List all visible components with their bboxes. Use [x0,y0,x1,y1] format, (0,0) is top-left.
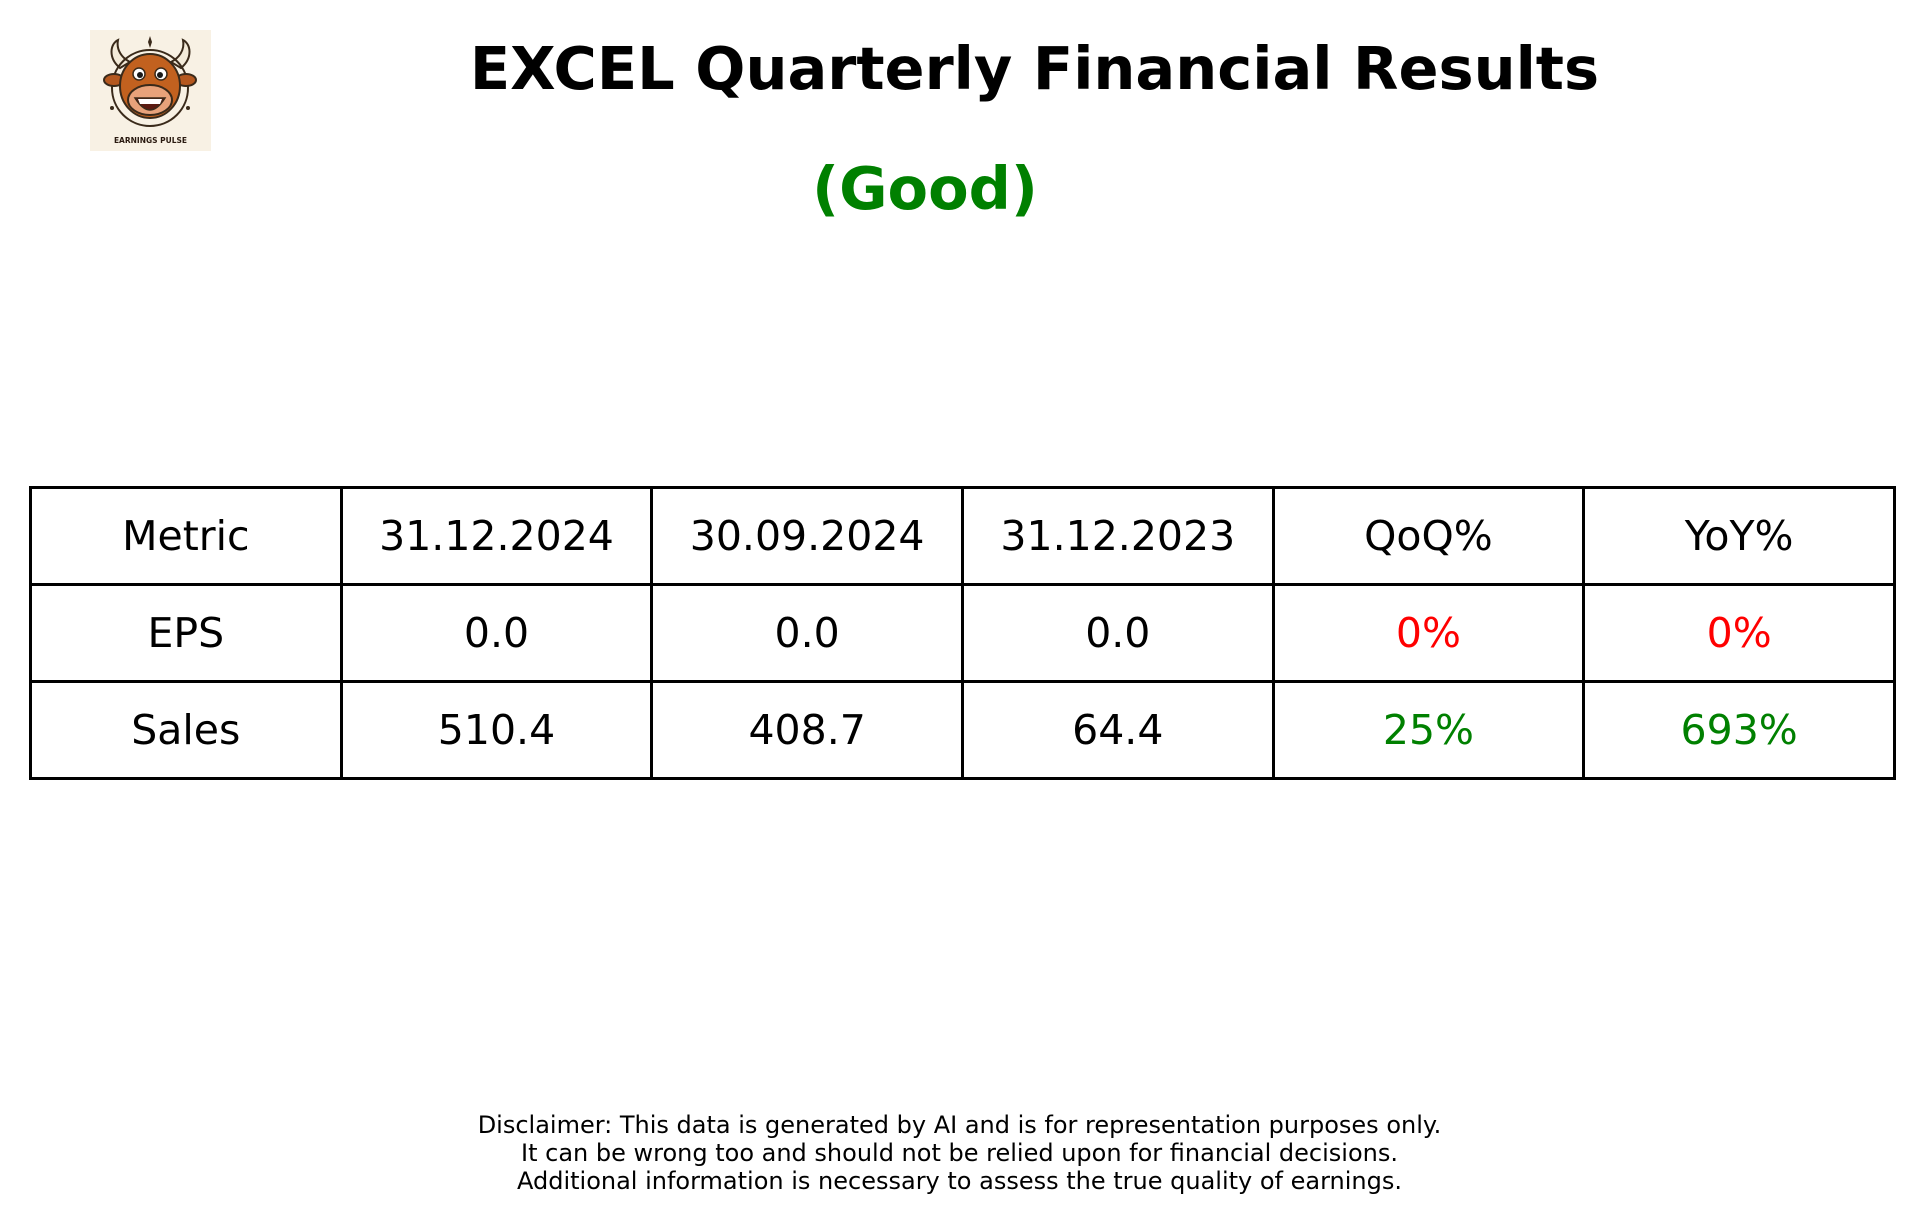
qoq-change-cell: 0% [1271,583,1586,683]
yoy-change-cell: 693% [1582,680,1896,780]
disclaimer-line: Additional information is necessary to a… [516,1167,1402,1195]
header-cell-metric: Metric [29,486,343,586]
table-row-sales: Sales 510.4 408.7 64.4 25% 693% [29,680,1896,780]
value-cell: 510.4 [339,680,654,780]
header-cell-previous-quarter: 30.09.2024 [650,486,964,586]
yoy-change-cell: 0% [1582,583,1896,683]
header-cell-current-quarter: 31.12.2024 [339,486,654,586]
metric-name-cell: Sales [29,680,343,780]
value-cell: 0.0 [339,583,654,683]
value-cell: 0.0 [960,583,1275,683]
disclaimer-line: It can be wrong too and should not be re… [521,1139,1398,1167]
svg-text:EARNINGS PULSE: EARNINGS PULSE [114,136,187,145]
rating-label: (Good) [812,154,1038,223]
qoq-change-cell: 25% [1271,680,1586,780]
disclaimer: Disclaimer: This data is generated by AI… [0,1111,1919,1195]
header-cell-yoy: YoY% [1582,486,1896,586]
bull-mascot-icon: EARNINGS PULSE [103,36,197,145]
value-cell: 0.0 [650,583,964,683]
header-cell-year-ago-quarter: 31.12.2023 [960,486,1275,586]
financial-results-table: Metric 31.12.2024 30.09.2024 31.12.2023 … [29,486,1896,780]
disclaimer-line: Disclaimer: This data is generated by AI… [477,1111,1442,1139]
metric-name-cell: EPS [29,583,343,683]
table-row-eps: EPS 0.0 0.0 0.0 0% 0% [29,583,1896,683]
table-header-row: Metric 31.12.2024 30.09.2024 31.12.2023 … [29,486,1896,586]
value-cell: 408.7 [650,680,964,780]
value-cell: 64.4 [960,680,1275,780]
header-cell-qoq: QoQ% [1271,486,1586,586]
earnings-pulse-logo: EARNINGS PULSE [90,30,211,151]
page-title: EXCEL Quarterly Financial Results [469,34,1600,103]
